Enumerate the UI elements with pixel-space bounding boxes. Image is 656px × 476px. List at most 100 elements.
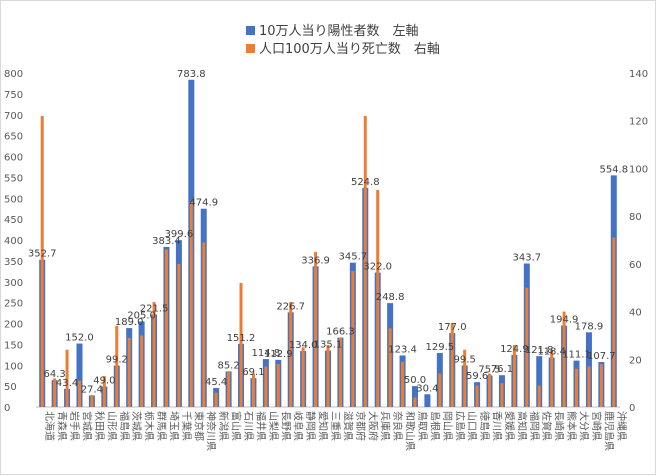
bar-deaths-33 [438, 373, 442, 407]
y-left-tick-label: 100 [4, 361, 23, 372]
bar-deaths-10 [152, 302, 156, 407]
category-label-13: 東京都 [192, 411, 205, 441]
bar-deaths-18 [251, 373, 255, 407]
data-label-45: 178.9 [575, 321, 604, 332]
bar-deaths-35 [463, 349, 467, 407]
legend-label-positive: 10万人当り陽性者数 左軸 [259, 24, 419, 39]
category-label-9: 栃木県 [143, 411, 156, 441]
bar-deaths-5 [90, 395, 94, 407]
category-label-11: 埼玉県 [167, 411, 180, 441]
y-right-tick-label: 140 [629, 69, 648, 80]
category-label-22: 静岡県 [304, 411, 317, 441]
data-label-3: 43.4 [56, 378, 78, 389]
data-label-14: 474.9 [189, 198, 218, 209]
bar-deaths-30 [401, 361, 405, 407]
category-label-34: 広島県 [453, 411, 466, 441]
data-label-15: 45.4 [205, 377, 227, 388]
data-label-4: 152.0 [65, 333, 94, 344]
category-label-6: 山形県 [105, 411, 117, 441]
data-label-30: 123.4 [388, 344, 417, 355]
data-label-12: 399.6 [165, 229, 194, 240]
data-label-41: 121.8 [525, 345, 554, 356]
y-left-tick-label: 350 [4, 257, 23, 268]
data-label-21: 226.7 [276, 301, 305, 312]
data-label-40: 343.7 [512, 253, 541, 264]
data-label-35: 99.5 [454, 354, 476, 365]
bar-deaths-40 [525, 287, 529, 407]
category-label-26: 京都府 [354, 411, 367, 441]
data-label-27: 524.8 [351, 177, 380, 188]
category-label-5: 秋田県 [93, 411, 106, 441]
bar-deaths-45 [587, 366, 591, 407]
category-label-38: 愛媛県 [503, 411, 516, 441]
bar-deaths-21 [289, 302, 293, 407]
data-label-32: 30.4 [416, 383, 438, 394]
category-label-1: 北海道 [43, 411, 56, 441]
bar-deaths-25 [338, 337, 342, 407]
bar-deaths-38 [500, 383, 504, 407]
category-label-8: 茨城県 [130, 411, 143, 441]
category-label-45: 宮崎県 [590, 411, 603, 441]
data-label-47: 554.8 [599, 164, 628, 175]
bar-deaths-11 [164, 249, 168, 407]
bar-deaths-28 [376, 189, 380, 407]
bar-deaths-31 [413, 397, 417, 407]
category-label-27: 大阪府 [366, 411, 379, 441]
data-label-23: 336.9 [301, 255, 330, 266]
category-label-31: 鳥取県 [416, 411, 429, 441]
category-label-15: 新潟県 [217, 411, 230, 441]
bar-deaths-17 [239, 282, 243, 407]
data-label-43: 194.9 [550, 315, 579, 326]
bar-deaths-8 [127, 337, 131, 407]
y-right-tick-label: 120 [629, 117, 648, 128]
bar-deaths-15 [214, 392, 218, 407]
bar-deaths-29 [388, 328, 392, 407]
data-label-19: 114.8 [252, 348, 281, 359]
data-label-11: 383.4 [152, 236, 181, 247]
category-label-14: 神奈川県 [205, 411, 218, 451]
y-left-tick-label: 150 [4, 340, 23, 351]
bar-deaths-9 [140, 335, 144, 407]
y-right-tick-label: 80 [629, 212, 642, 223]
legend-swatch-deaths [246, 44, 255, 53]
category-label-3: 岩手県 [68, 411, 81, 441]
data-label-42: 118.4 [537, 347, 566, 358]
category-label-25: 滋賀県 [341, 411, 354, 441]
category-label-33: 岡山県 [441, 411, 453, 441]
category-label-20: 長野県 [279, 411, 291, 441]
y-left-tick-label: 50 [4, 382, 17, 393]
bar-deaths-1 [40, 115, 44, 407]
data-label-20: 112.9 [264, 349, 293, 360]
data-label-9: 205.0 [127, 310, 156, 321]
data-label-26: 345.7 [339, 252, 368, 263]
y-right-tick-label: 20 [629, 355, 642, 366]
y-left-tick-label: 250 [4, 299, 23, 310]
data-label-37: 75.5 [478, 364, 500, 375]
y-left-tick-label: 200 [4, 320, 23, 331]
category-label-10: 群馬県 [155, 411, 168, 441]
category-label-42: 長崎県 [553, 411, 566, 441]
bar-deaths-44 [575, 368, 579, 407]
bar-deaths-47 [612, 237, 616, 407]
data-label-10: 221.5 [140, 304, 169, 315]
bar-deaths-14 [202, 242, 206, 407]
y-left-tick-label: 800 [4, 69, 23, 80]
bar-deaths-13 [189, 201, 193, 407]
category-label-37: 香川県 [491, 411, 503, 441]
bar-positive-32 [424, 394, 431, 407]
data-label-18: 69.1 [242, 367, 264, 378]
bar-deaths-2 [53, 378, 57, 407]
category-label-24: 三重県 [329, 411, 342, 441]
legend-swatch-positive [246, 26, 255, 35]
category-label-43: 熊本県 [565, 411, 578, 441]
bar-deaths-34 [450, 323, 454, 407]
bar-positive-31 [411, 386, 418, 407]
data-label-36: 59.6 [466, 371, 488, 382]
bar-deaths-42 [550, 349, 554, 407]
y-right-tick-label: 100 [629, 164, 648, 175]
data-label-34: 177.0 [438, 322, 467, 333]
bar-deaths-4 [77, 380, 81, 407]
bar-deaths-16 [227, 371, 231, 407]
bar-deaths-7 [115, 325, 119, 407]
y-left-tick-label: 450 [4, 215, 23, 226]
